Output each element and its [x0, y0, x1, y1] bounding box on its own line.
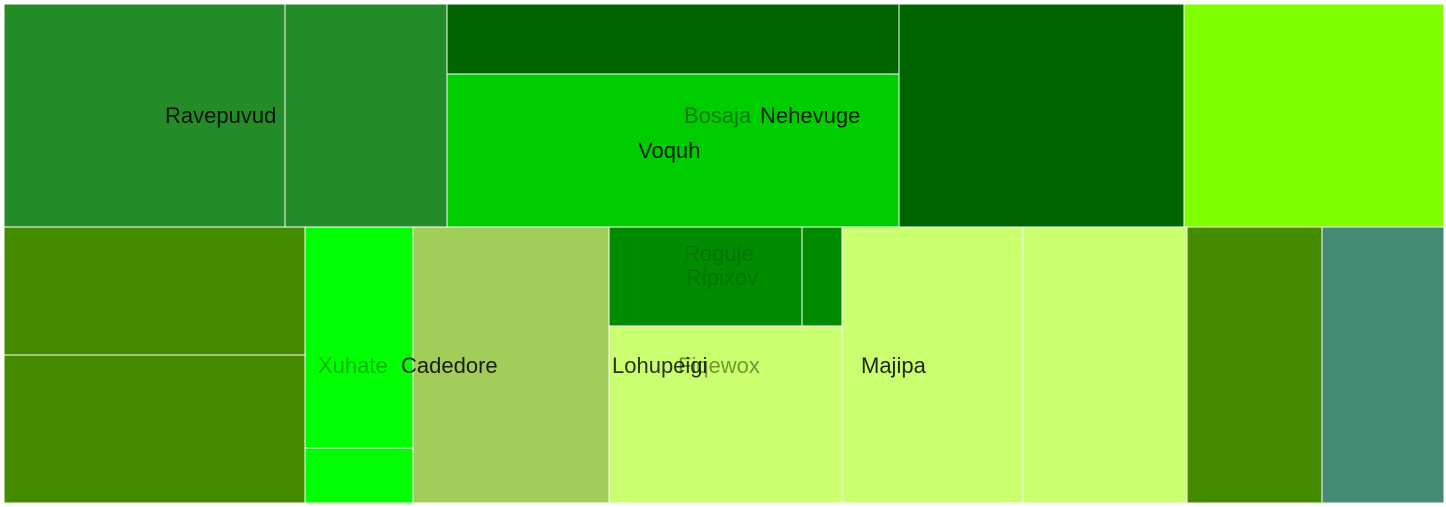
treemap-tile [3, 354, 306, 504]
tile-label: Ripixov [686, 265, 758, 290]
treemap-tile [284, 3, 448, 228]
treemap-tile [841, 226, 1024, 504]
treemap-tiles [3, 3, 1445, 504]
treemap-tile [1321, 226, 1445, 504]
treemap-tile [801, 226, 843, 327]
treemap-tile [304, 226, 414, 449]
tile-label: Cadedore [401, 353, 498, 378]
treemap-tile [412, 226, 610, 504]
tile-label: Bosaja [684, 103, 752, 128]
tile-label: Lohupeigi [612, 353, 707, 378]
treemap-tile [1186, 226, 1323, 504]
treemap-labels: Ravepuvud Bosaja Nehevuge Voquh RogujeRipixo… [165, 103, 927, 378]
treemap-tile [3, 3, 286, 228]
treemap-tile [608, 325, 843, 504]
tile-label: Roguje [684, 241, 754, 266]
treemap-tile [446, 3, 900, 75]
tile-label: Fiqewox [678, 353, 760, 378]
tile-label: Nehevuge [760, 103, 860, 128]
treemap-tile [898, 3, 1185, 228]
treemap-tile [1183, 3, 1445, 228]
tile-label: Voquh [638, 138, 700, 163]
treemap-tile [3, 226, 306, 356]
treemap-tile [304, 447, 414, 504]
tile-label: Ravepuvud [165, 103, 276, 128]
tile-label: Majipa [861, 353, 927, 378]
tile-label: Xuhate [318, 353, 388, 378]
treemap-tile [446, 73, 900, 228]
treemap-tile [608, 226, 803, 327]
treemap-tile [1022, 226, 1188, 504]
